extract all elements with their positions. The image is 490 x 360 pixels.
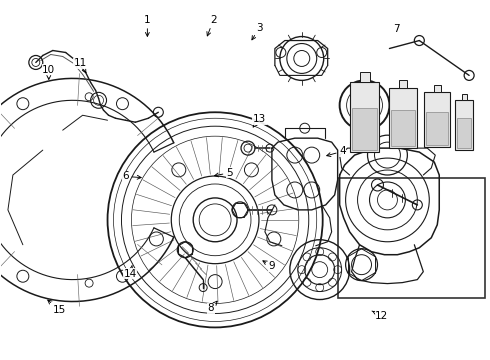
Text: 14: 14 [123,266,137,279]
Bar [426,112,448,145]
Text: 4: 4 [327,146,346,157]
Bar [392,110,416,146]
Text: 7: 7 [393,24,400,34]
Text: 15: 15 [48,300,66,315]
Text: 1: 1 [144,15,151,36]
Bar [390,88,417,148]
Text: 10: 10 [42,64,55,80]
Text: 3: 3 [252,23,263,40]
Bar [457,118,471,148]
Bar [455,100,473,150]
Bar [352,108,377,150]
Bar [462,94,466,100]
Text: 6: 6 [122,171,141,181]
Bar [424,92,450,147]
Text: 12: 12 [372,311,388,320]
Text: 2: 2 [207,15,217,36]
Bar [360,72,369,82]
Text: 9: 9 [263,261,275,271]
Text: 5: 5 [215,168,233,178]
Text: 11: 11 [74,58,87,73]
Bar [399,80,407,88]
Bar [349,82,379,152]
Text: 8: 8 [208,301,217,314]
Bar [434,85,441,92]
Text: 13: 13 [253,114,266,127]
Bar [338,178,485,298]
